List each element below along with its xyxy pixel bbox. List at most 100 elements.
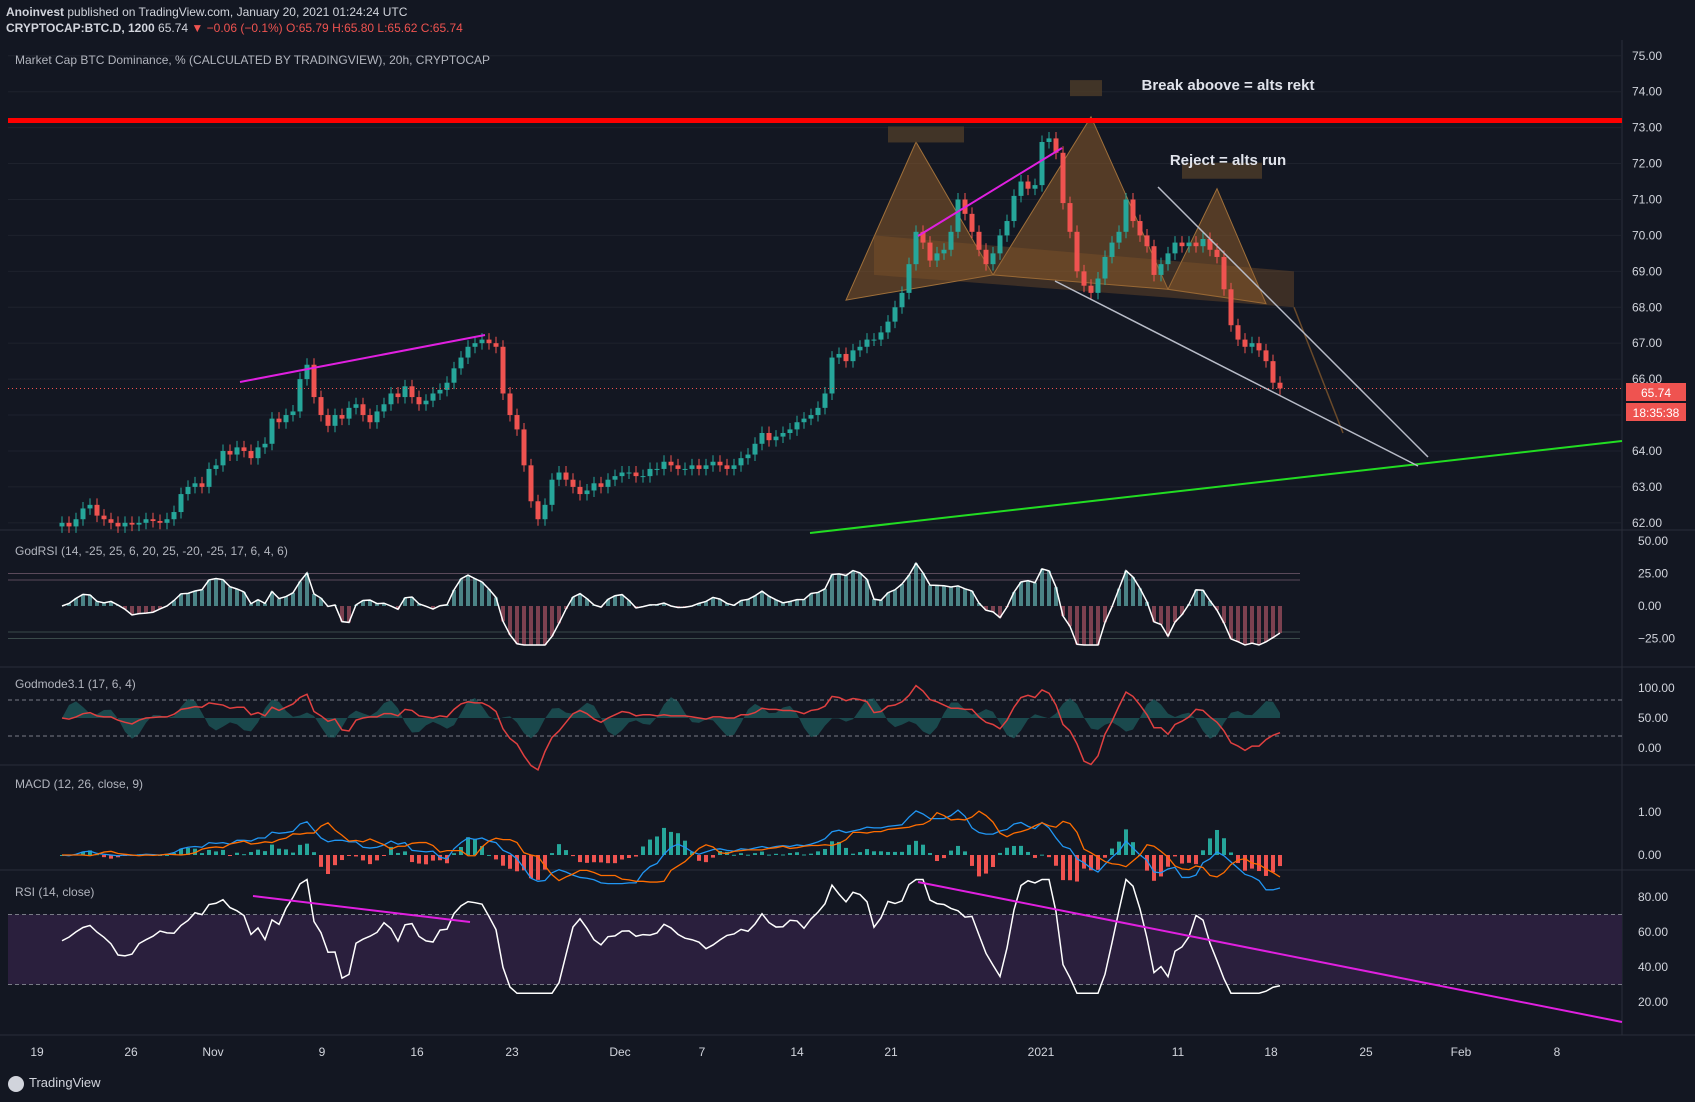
symbol-label[interactable]: CRYPTOCAP:BTC.D, 1200 — [6, 21, 155, 35]
godrsi-histogram-bar — [1131, 577, 1135, 606]
publisher-name[interactable]: Anoinvest — [6, 5, 65, 19]
macd-histogram-bar — [1047, 855, 1051, 858]
macd-histogram-bar — [319, 855, 323, 867]
rsi-pane[interactable] — [8, 878, 1623, 1023]
macd-histogram-bar — [508, 855, 512, 869]
macd-histogram-bar — [242, 854, 246, 856]
godrsi-histogram-bar — [1096, 606, 1100, 645]
godrsi-histogram-bar — [1159, 606, 1163, 625]
godrsi-histogram-bar — [151, 606, 155, 613]
macd-histogram-bar — [893, 851, 897, 855]
godrsi-histogram-bar — [907, 575, 911, 606]
candle-body — [668, 461, 674, 466]
candle-body — [857, 346, 863, 351]
time-tick-label: 21 — [884, 1045, 898, 1059]
godrsi-histogram-bar — [347, 606, 351, 623]
candle-body — [920, 231, 926, 243]
candle-body — [717, 461, 723, 466]
price-axis[interactable]: 75.00 74.00 73.00 72.00 71.00 70.00 69.00 68.00… — [1632, 49, 1662, 530]
candle-body — [780, 433, 786, 437]
wedge-lower-line — [1054, 280, 1419, 467]
macd-pane[interactable] — [60, 809, 1282, 891]
macd-histogram-bar — [284, 849, 288, 855]
chart-canvas[interactable]: Market Cap BTC Dominance, % (CALCULATED … — [0, 0, 1695, 1064]
macd-histogram-bar — [1082, 855, 1086, 869]
godrsi-histogram-bar — [1208, 600, 1212, 606]
time-tick-label: 7 — [699, 1045, 706, 1059]
macd-histogram-bar — [655, 836, 659, 855]
candle-body — [528, 465, 534, 502]
macd-histogram-bar — [1180, 855, 1184, 864]
godmode-pane[interactable] — [8, 684, 1622, 771]
last-price-tag — [1626, 383, 1686, 401]
godrsi-histogram-bar — [102, 602, 106, 606]
tradingview-logo[interactable]: TradingView — [8, 1075, 101, 1092]
godrsi-histogram-bar — [228, 586, 232, 606]
godrsi-histogram-bar — [844, 575, 848, 606]
godrsi-histogram-bar — [1271, 606, 1275, 638]
macd-histogram-bar — [88, 850, 92, 855]
candle-body — [178, 494, 184, 513]
godrsi-pane[interactable] — [8, 561, 1300, 646]
macd-histogram-bar — [389, 846, 393, 855]
candle-body — [598, 483, 604, 487]
macd-histogram-bar — [340, 855, 344, 861]
macd-histogram-bar — [795, 852, 799, 855]
macd-histogram-bar — [963, 851, 967, 855]
macd-histogram-bar — [697, 855, 701, 861]
published-text: published on TradingView.com, January 20… — [67, 5, 408, 19]
candle-body — [969, 213, 975, 232]
macd-histogram-bar — [634, 855, 638, 857]
candle-body — [1109, 242, 1115, 257]
annotation-break-above[interactable]: Break aboove = alts rekt — [1141, 77, 1314, 94]
candle-body — [248, 450, 254, 459]
price-tick-label: 63.00 — [1632, 480, 1662, 494]
macd-histogram-bar — [270, 844, 274, 855]
rsi-tick-label: 60.00 — [1638, 925, 1668, 939]
candle-body — [129, 522, 135, 525]
head-shoulders-shape — [992, 115, 1169, 290]
godrsi-histogram-bar — [998, 606, 1002, 618]
macd-histogram-bar — [1208, 838, 1212, 855]
macd-histogram-bar — [1173, 855, 1177, 857]
godrsi-histogram-bar — [1068, 606, 1072, 627]
pane-frames — [0, 40, 1695, 1036]
macd-histogram-bar — [326, 855, 330, 875]
last-price: 65.74 — [158, 21, 189, 35]
candle-body — [752, 443, 758, 455]
annotation-reject[interactable]: Reject = alts run — [1170, 152, 1286, 169]
godrsi-histogram-bar — [375, 603, 379, 606]
time-axis[interactable]: 19 26 Nov 9 16 23 Dec 7 14 21 2021 11 18 25 Feb 8 — [30, 1045, 1560, 1059]
candle-body — [94, 504, 100, 516]
candle-body — [1249, 343, 1255, 347]
godrsi-axis: 50.00 25.00 0.00 −25.00 — [1638, 534, 1675, 646]
candle-body — [815, 407, 821, 416]
price-tick-label: 73.00 — [1632, 121, 1662, 135]
macd-histogram-bar — [809, 853, 813, 855]
candle-body — [899, 292, 905, 308]
drawing-tools[interactable] — [8, 117, 1623, 534]
macd-histogram-bar — [662, 827, 666, 855]
price-tick-label: 62.00 — [1632, 516, 1662, 530]
godrsi-histogram-bar — [200, 589, 204, 606]
macd-histogram-bar — [207, 849, 211, 855]
macd-histogram-bar — [424, 855, 428, 865]
macd-histogram-bar — [711, 855, 715, 858]
macd-histogram-bar — [480, 846, 484, 855]
candle-body — [759, 433, 765, 444]
macd-histogram-bar — [1257, 855, 1261, 872]
candle-body — [724, 465, 730, 469]
candle-body — [1067, 203, 1073, 232]
godrsi-tick-label: −25.00 — [1638, 632, 1675, 646]
godrsi-histogram-bar — [753, 595, 757, 606]
godrsi-histogram-bar — [515, 606, 519, 644]
candle-body — [605, 479, 611, 487]
macd-histogram-bar — [235, 852, 239, 855]
candle-body — [1039, 142, 1045, 186]
godrsi-histogram-bar — [1138, 588, 1142, 606]
macd-histogram-bar — [200, 853, 204, 855]
candle-body — [1025, 181, 1031, 189]
macd-histogram-bar — [368, 855, 372, 865]
candle-body — [465, 346, 471, 358]
macd-histogram-bar — [851, 853, 855, 855]
